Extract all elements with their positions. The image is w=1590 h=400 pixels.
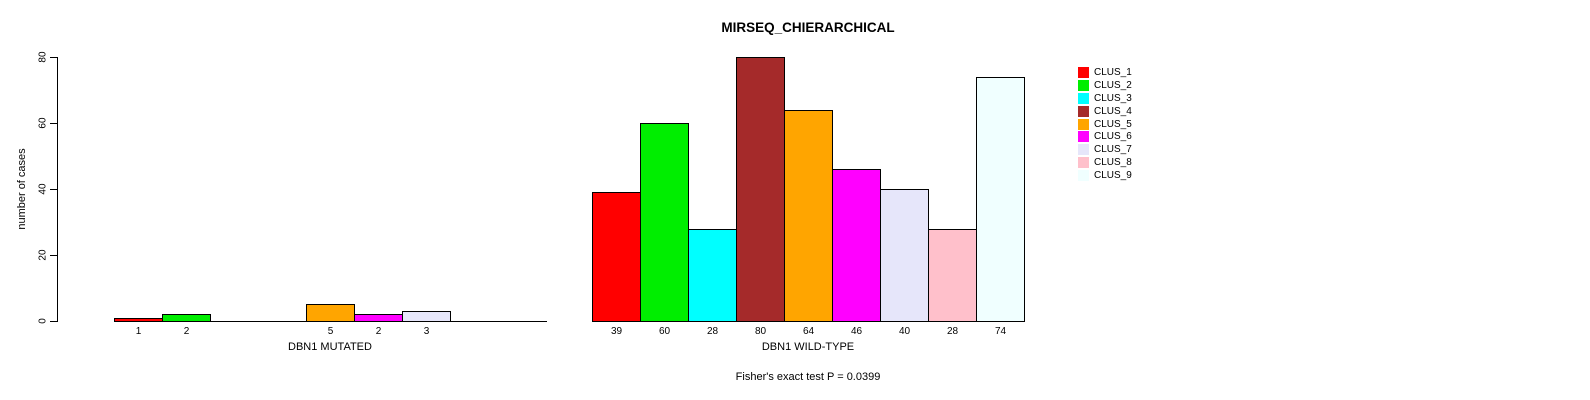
- bar: [354, 314, 403, 322]
- bar-value-label: 2: [183, 326, 190, 337]
- bar: [306, 304, 355, 322]
- bar-value-label: 2: [375, 326, 382, 337]
- y-tick-label: 20: [37, 249, 49, 261]
- bar-value-label: 1: [135, 326, 142, 337]
- bar-value-label: 40: [898, 326, 911, 337]
- legend-row: CLUS_3: [1078, 92, 1132, 105]
- legend-label: CLUS_1: [1094, 66, 1132, 78]
- bar: [162, 314, 211, 322]
- x-axis-group-label: DBN1 WILD-TYPE: [761, 341, 855, 353]
- legend-row: CLUS_6: [1078, 130, 1132, 143]
- legend-swatch: [1078, 131, 1089, 143]
- bar-value-label: 28: [946, 326, 959, 337]
- bar: [402, 311, 451, 322]
- bar-value-label: 46: [850, 326, 863, 337]
- y-axis-label: number of cases: [16, 148, 28, 230]
- y-tick-label: 40: [37, 183, 49, 195]
- y-tick-mark: [50, 189, 57, 190]
- legend-swatch: [1078, 105, 1089, 117]
- legend-row: CLUS_5: [1078, 118, 1132, 131]
- bar: [592, 192, 641, 322]
- bar: [688, 229, 737, 322]
- legend-swatch: [1078, 66, 1089, 78]
- y-tick-mark: [50, 57, 57, 58]
- bar-value-label: 39: [610, 326, 623, 337]
- legend-swatch: [1078, 144, 1089, 156]
- bar-value-label: 60: [658, 326, 671, 337]
- x-axis-group-label: DBN1 MUTATED: [288, 341, 372, 353]
- y-tick-mark: [50, 123, 57, 124]
- legend-row: CLUS_9: [1078, 169, 1132, 182]
- legend-label: CLUS_9: [1094, 170, 1132, 182]
- y-tick-label: 60: [37, 117, 49, 129]
- legend-row: CLUS_1: [1078, 66, 1132, 79]
- legend-swatch: [1078, 79, 1089, 91]
- bar: [736, 57, 785, 322]
- legend-row: CLUS_4: [1078, 105, 1132, 118]
- bar: [880, 189, 929, 322]
- bar: [832, 169, 881, 322]
- bar-value-label: 28: [706, 326, 719, 337]
- legend-label: CLUS_6: [1094, 131, 1132, 143]
- y-tick-mark: [50, 321, 57, 322]
- legend-label: CLUS_8: [1094, 157, 1132, 169]
- y-axis-line: [57, 57, 58, 322]
- bar: [114, 318, 163, 322]
- legend-swatch: [1078, 118, 1089, 130]
- bar-value-label: 74: [994, 326, 1007, 337]
- y-tick-label: 80: [37, 51, 49, 63]
- legend-row: CLUS_8: [1078, 156, 1132, 169]
- legend-label: CLUS_7: [1094, 144, 1132, 156]
- legend-label: CLUS_4: [1094, 105, 1132, 117]
- bar-value-label: 5: [327, 326, 334, 337]
- bar-value-label: 64: [802, 326, 815, 337]
- y-tick-label: 0: [37, 318, 49, 324]
- fisher-test-annotation: Fisher's exact test P = 0.0399: [735, 371, 881, 383]
- legend-swatch: [1078, 157, 1089, 169]
- legend-label: CLUS_5: [1094, 118, 1132, 130]
- legend: CLUS_1 CLUS_2 CLUS_3 CLUS_4 CLUS_5 CLUS_6 CLUS…: [1078, 66, 1132, 182]
- legend-row: CLUS_7: [1078, 143, 1132, 156]
- bar-value-label: 3: [423, 326, 430, 337]
- chart-title: MIRSEQ_CHIERARCHICAL: [721, 20, 895, 35]
- bar: [928, 229, 977, 322]
- y-tick-mark: [50, 255, 57, 256]
- legend-row: CLUS_2: [1078, 79, 1132, 92]
- legend-swatch: [1078, 92, 1089, 104]
- legend-label: CLUS_3: [1094, 92, 1132, 104]
- bar: [640, 123, 689, 322]
- bar-value-label: 80: [754, 326, 767, 337]
- legend-label: CLUS_2: [1094, 79, 1132, 91]
- bar: [976, 77, 1025, 322]
- legend-swatch: [1078, 170, 1089, 182]
- bar: [784, 110, 833, 322]
